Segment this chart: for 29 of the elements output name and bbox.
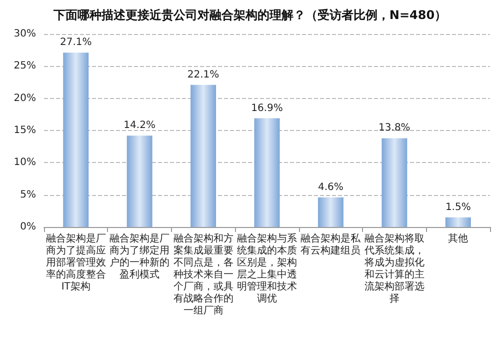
data-label: 13.8% [378, 122, 410, 134]
x-tick-label: 融合架构是厂商为了绑定用户的一种新的盈利模式 [110, 232, 170, 280]
x-tick-label: 融合架构与系统集成的本质区别是，架构层之上集中透明管理和技术调优 [237, 232, 297, 304]
bar [382, 138, 408, 227]
x-tick-label: 其他 [448, 232, 468, 244]
y-tick-label: 10% [14, 157, 36, 168]
data-label: 16.9% [251, 102, 283, 114]
data-label: 4.6% [318, 182, 344, 193]
bar [318, 197, 344, 227]
bar [254, 118, 280, 227]
y-tick-label: 20% [14, 92, 36, 104]
y-tick-label: 15% [14, 125, 36, 136]
bar [63, 52, 89, 227]
y-tick-label: 25% [14, 60, 36, 72]
x-tick-label: 融合架构是厂商为了提高应用部署管理效率的高度整合IT架构 [46, 232, 106, 292]
bar [126, 136, 152, 227]
x-tick-label: 融合架构是私有云构建组员 [300, 232, 362, 256]
y-tick-label: 5% [20, 189, 36, 200]
data-label: 1.5% [445, 202, 471, 213]
y-tick-label: 30% [14, 28, 36, 40]
x-tick-label: 融合架构将取代系统集成，将成为虚拟化和云计算的主流架构部署选择 [363, 232, 424, 304]
x-tick-label: 融合架构和方案集成最重要不同点是，各种技术来自一个厂商，或具有战略合作的一组厂商 [173, 232, 234, 316]
data-label: 27.1% [60, 37, 92, 48]
chart-title: 下面哪种描述更接近贵公司对融合架构的理解？（受访者比例，N=480） [52, 8, 447, 22]
data-label: 22.1% [187, 69, 220, 80]
y-tick-label: 0% [20, 222, 36, 232]
bar [445, 217, 471, 227]
data-label: 14.2% [124, 120, 156, 132]
bar [190, 84, 216, 227]
